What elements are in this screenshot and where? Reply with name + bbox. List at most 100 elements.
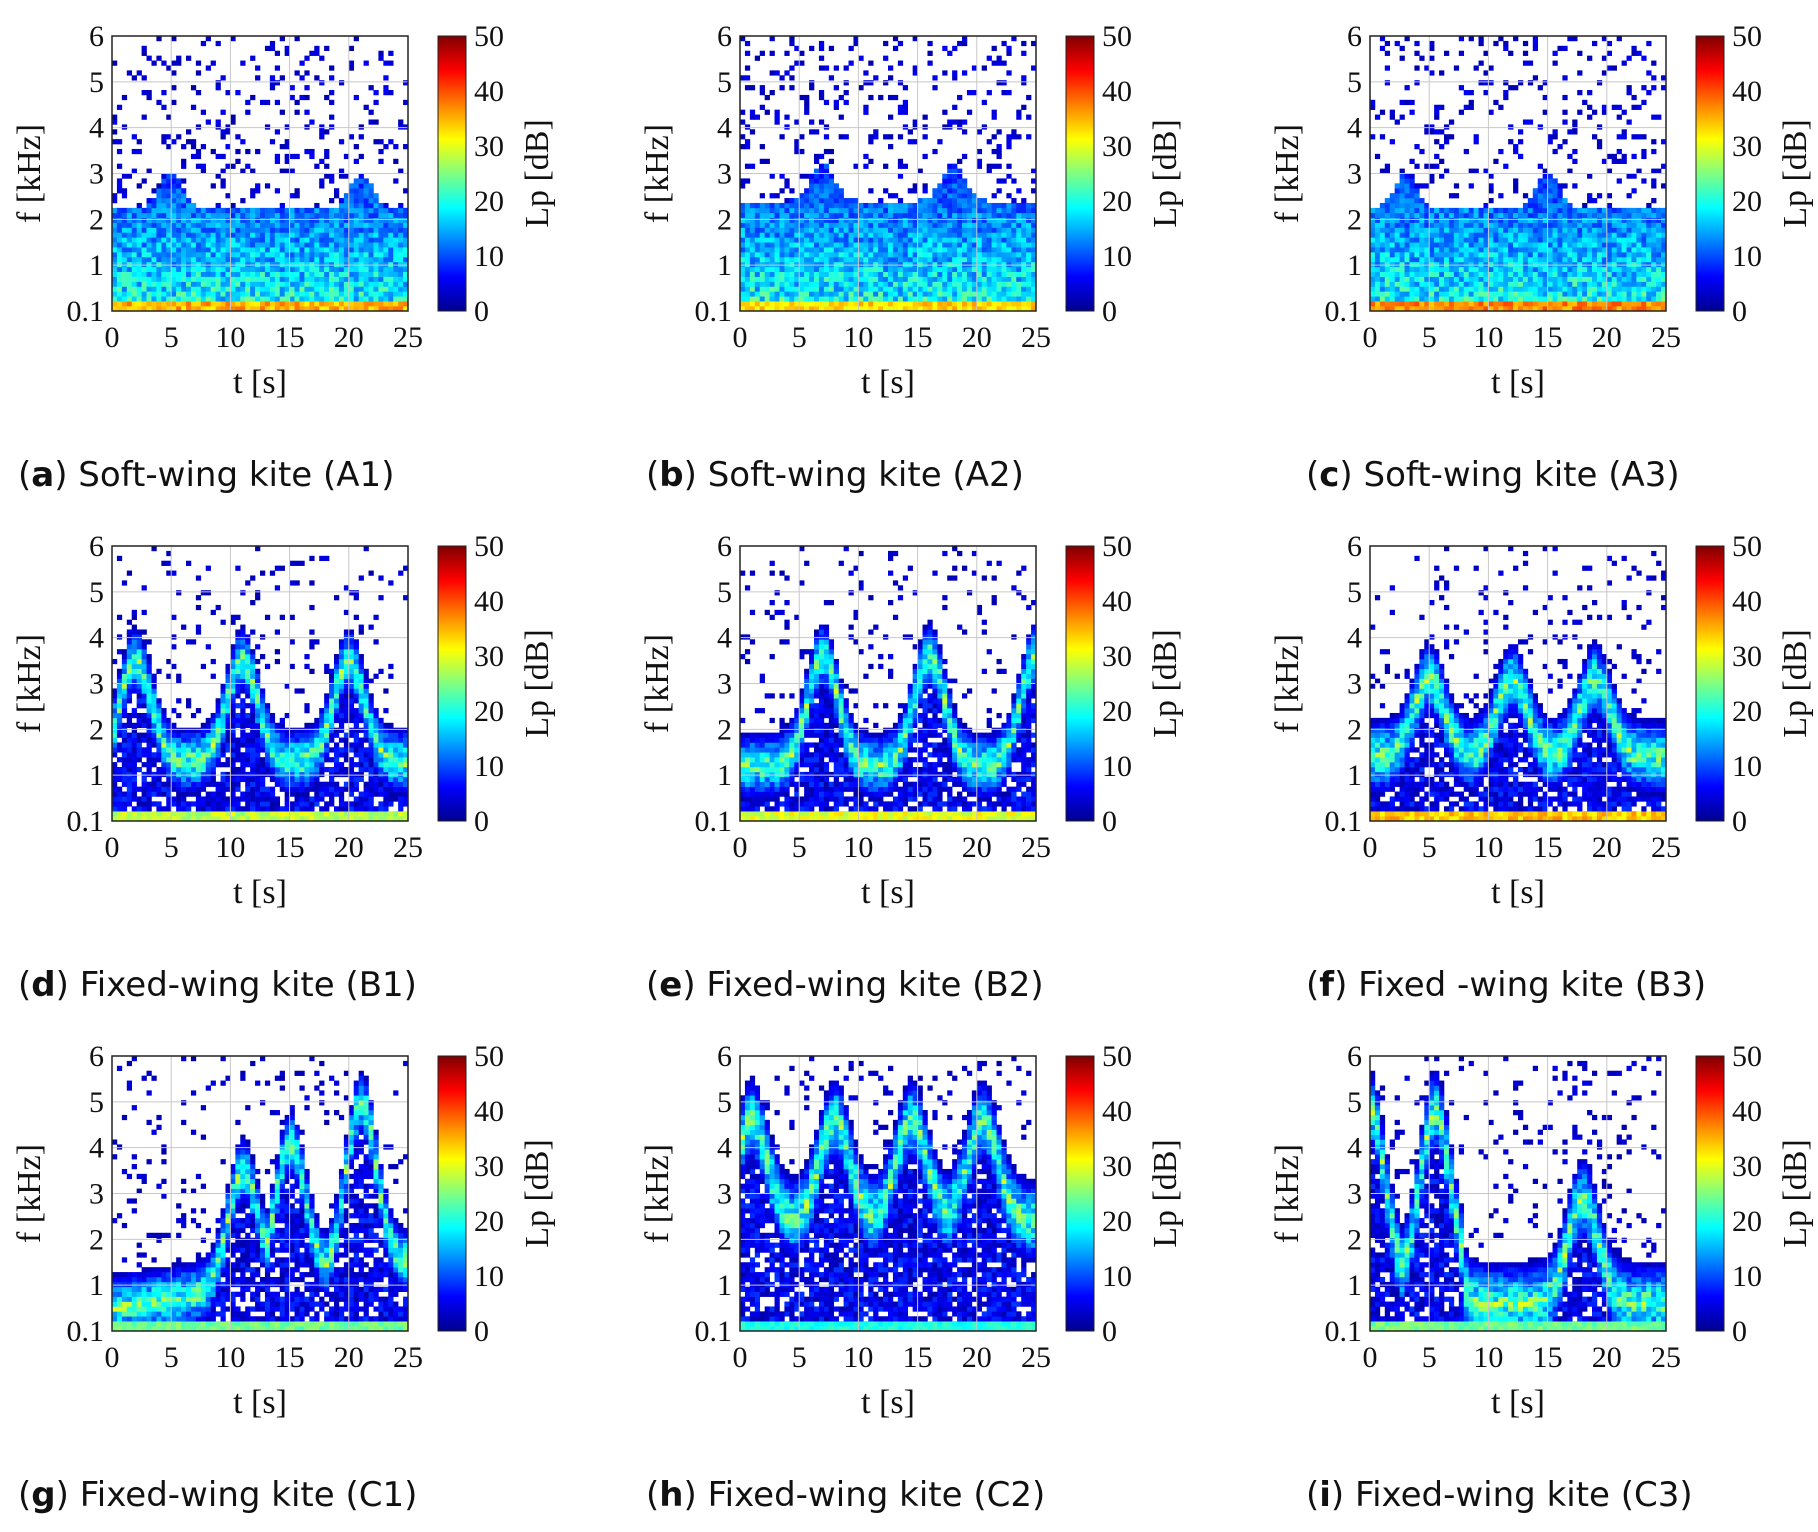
heatmap-cell — [334, 276, 340, 282]
heatmap-cell — [195, 237, 202, 243]
heatmap-cell — [902, 247, 909, 253]
heatmap-cell — [319, 306, 325, 312]
heatmap-cell — [1473, 217, 1479, 223]
heatmap-cell — [1498, 222, 1504, 228]
heatmap-cell — [986, 276, 992, 282]
heatmap-cell — [215, 80, 221, 86]
heatmap-cell — [1384, 271, 1391, 277]
heatmap-cell — [1493, 266, 1499, 273]
heatmap-cell — [947, 306, 953, 312]
heatmap-cell — [868, 202, 874, 209]
heatmap-cell — [902, 109, 909, 115]
heatmap-cell — [764, 109, 770, 115]
heatmap-cell — [799, 281, 805, 287]
heatmap-cell — [1463, 212, 1469, 218]
heatmap-cell — [947, 119, 953, 125]
heatmap-cell — [1453, 276, 1460, 282]
heatmap-cell — [966, 247, 973, 253]
heatmap-cell — [912, 276, 918, 282]
heatmap-cell — [255, 75, 261, 81]
heatmap-cell — [917, 256, 923, 263]
heatmap-cell — [171, 247, 177, 253]
heatmap-cell — [1537, 281, 1543, 287]
heatmap-cell — [922, 207, 928, 214]
heatmap-cell — [1522, 237, 1529, 243]
heatmap-cell — [264, 124, 271, 130]
heatmap-cell — [388, 222, 394, 228]
heatmap-cell — [319, 222, 325, 228]
heatmap-cell — [1537, 291, 1543, 297]
heatmap-cell — [804, 217, 810, 223]
heatmap-cell — [902, 232, 909, 238]
heatmap-cell — [1434, 286, 1440, 292]
heatmap-cell — [383, 237, 389, 243]
heatmap-cell — [324, 173, 330, 179]
heatmap-cell — [957, 94, 963, 101]
heatmap-cell — [740, 252, 746, 258]
heatmap-cell — [279, 212, 285, 218]
heatmap-cell — [878, 198, 884, 204]
y-tick-label: 6 — [89, 20, 104, 53]
heatmap-cell — [981, 306, 987, 312]
heatmap-cell — [1021, 281, 1027, 287]
heatmap-cell — [1636, 222, 1642, 228]
heatmap-cell — [1444, 256, 1450, 263]
heatmap-cell — [126, 252, 133, 258]
heatmap-cell — [873, 227, 879, 233]
heatmap-cell — [358, 232, 364, 238]
heatmap-cell — [1429, 207, 1435, 214]
heatmap-cell — [205, 212, 211, 218]
heatmap-cell — [1458, 222, 1465, 228]
heatmap-cell — [1424, 286, 1430, 292]
heatmap-cell — [1562, 247, 1568, 253]
heatmap-cell — [1434, 252, 1440, 258]
heatmap-cell — [1384, 276, 1391, 282]
heatmap-cell — [1621, 291, 1627, 297]
heatmap-cell — [740, 202, 746, 209]
heatmap-cell — [1478, 36, 1484, 42]
heatmap-cell — [966, 90, 973, 96]
heatmap-cell — [1424, 281, 1430, 287]
heatmap-cell — [403, 144, 409, 150]
heatmap-cell — [749, 222, 756, 228]
heatmap-cell — [294, 261, 300, 268]
heatmap-cell — [1547, 173, 1553, 179]
heatmap-cell — [195, 276, 202, 282]
heatmap-cell — [932, 276, 938, 282]
heatmap-cell — [1552, 212, 1558, 218]
heatmap-cell — [1424, 232, 1430, 238]
heatmap-cell — [1651, 178, 1657, 184]
heatmap-cell — [1631, 261, 1637, 268]
heatmap-cell — [947, 163, 953, 169]
heatmap-cell — [235, 306, 241, 312]
heatmap-cell — [269, 291, 276, 297]
heatmap-cell — [220, 296, 226, 302]
heatmap-cell — [343, 291, 350, 297]
heatmap-cell — [1606, 65, 1613, 71]
heatmap-cell — [1021, 247, 1027, 253]
heatmap-cell — [991, 247, 997, 253]
heatmap-cell — [171, 36, 177, 42]
heatmap-cell — [878, 222, 884, 228]
heatmap-cell — [907, 271, 913, 277]
heatmap-cell — [1631, 134, 1637, 140]
heatmap-cell — [1508, 291, 1514, 297]
heatmap-cell — [255, 276, 261, 282]
heatmap-cell — [1532, 247, 1539, 253]
heatmap-cell — [314, 301, 320, 307]
heatmap-cell — [976, 247, 983, 253]
heatmap-cell — [1606, 252, 1613, 258]
heatmap-cell — [1641, 296, 1647, 302]
heatmap-cell — [942, 183, 948, 189]
heatmap-cell — [338, 286, 345, 292]
heatmap-cell — [774, 271, 780, 277]
heatmap-cell — [769, 276, 775, 282]
heatmap-cell — [897, 301, 904, 307]
heatmap-cell — [294, 276, 300, 282]
heatmap-cell — [1439, 217, 1445, 223]
heatmap-cell — [744, 85, 751, 91]
heatmap-cell — [141, 50, 147, 56]
heatmap-cell — [225, 217, 231, 223]
heatmap-cell — [200, 222, 207, 228]
